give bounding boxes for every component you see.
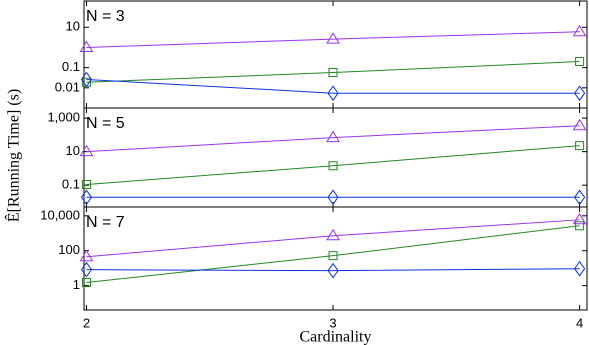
marker (81, 77, 91, 87)
marker (80, 71, 93, 88)
marker (79, 40, 94, 52)
y-tick-label: 0.01 (55, 79, 80, 94)
marker (575, 221, 585, 231)
marker (327, 189, 339, 206)
marker (326, 130, 340, 143)
marker (81, 278, 91, 288)
series-line (86, 125, 580, 153)
series-line (86, 61, 580, 83)
series-line (86, 31, 580, 48)
marker (327, 262, 339, 279)
marker (328, 68, 338, 78)
y-tick-label: 100 (58, 242, 80, 257)
marker (326, 32, 340, 44)
series-line (86, 219, 580, 258)
x-tick-label: 3 (329, 315, 336, 330)
x-axis-label: Cardinality (300, 329, 372, 345)
marker (80, 189, 93, 206)
panel-annotation: N = 7 (86, 214, 125, 231)
y-axis-label: Ê[Running Time] (s) (4, 89, 23, 222)
marker (573, 260, 586, 277)
y-tick-label: 10 (66, 19, 80, 34)
marker (575, 141, 585, 151)
y-tick-label: 0.1 (62, 59, 80, 74)
marker (327, 85, 339, 102)
series-line (86, 268, 580, 272)
x-tick-label: 4 (576, 315, 583, 330)
plot-frame (83, 107, 588, 208)
y-tick-label: 10,000 (40, 207, 80, 222)
x-tick-label: 2 (83, 315, 90, 330)
marker (79, 249, 94, 262)
marker (79, 144, 94, 157)
marker (573, 85, 586, 102)
marker (572, 212, 587, 225)
panel-annotation: N = 3 (86, 8, 125, 25)
marker (572, 118, 587, 131)
y-tick-label: 1,000 (47, 110, 80, 125)
plot-frame (83, 0, 588, 109)
marker (328, 251, 338, 261)
panel-annotation: N = 5 (86, 115, 125, 132)
marker (81, 179, 91, 189)
series-line (86, 78, 580, 94)
y-tick-label: 10 (66, 143, 80, 158)
series-line (86, 225, 580, 284)
y-tick-label: 0.1 (62, 177, 80, 192)
marker (572, 24, 587, 37)
marker (80, 261, 93, 278)
marker (573, 189, 586, 206)
marker (326, 228, 340, 241)
y-tick-label: 1 (73, 277, 80, 292)
marker (328, 161, 338, 171)
plot-frame (83, 206, 588, 311)
series-line (86, 145, 580, 185)
marker (575, 57, 585, 67)
